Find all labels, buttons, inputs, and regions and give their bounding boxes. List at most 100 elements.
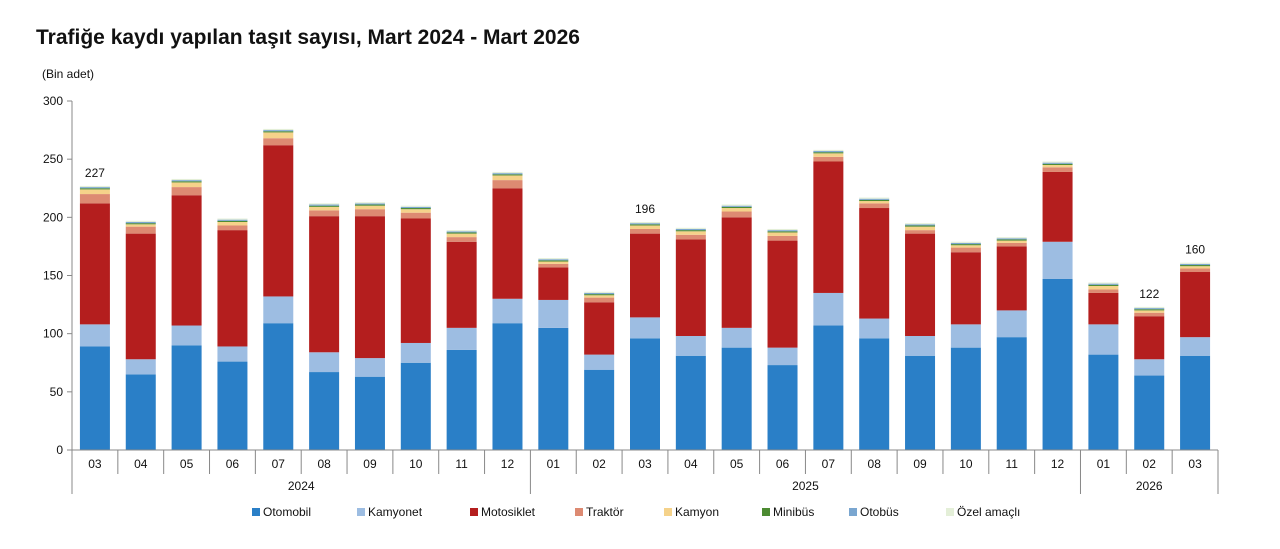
x-tick-label: 12 [1051,457,1065,471]
bar-segment-kamyonet [217,346,248,362]
legend-label: Otomobil [263,505,311,519]
bar-segment--zel-ama-l- [354,202,385,204]
bar-segment-otob-s [538,259,569,261]
bar-segment-kamyonet [859,318,890,339]
bar-segment--zel-ama-l- [446,230,477,232]
bar-segment-motosiklet [1088,292,1119,325]
bar-segment-minib-s [859,199,890,202]
legend-label: Traktör [586,505,624,519]
bar-segment-motosiklet [171,195,202,326]
bar-segment--zel-ama-l- [1134,306,1165,309]
bar-segment-kamyonet [675,335,706,356]
bar-segment-kamyon [400,209,431,213]
bar-segment-kamyonet [1180,337,1211,356]
chart-title: Trafiğe kaydı yapılan taşıt sayısı, Mart… [36,26,580,49]
bar-segment-otob-s [1088,283,1119,285]
bar-segment-kamyonet [584,354,615,370]
bar-segment-minib-s [492,174,523,176]
bar-segment-otomobil [1042,278,1073,450]
bar-segment-kamyonet [538,299,569,328]
year-label: 2025 [792,479,819,493]
bar-segment-minib-s [171,181,202,183]
x-tick-label: 02 [1143,457,1157,471]
bar-segment-kamyonet [813,292,844,326]
bar-segment-minib-s [1180,265,1211,267]
legend-label: Kamyonet [368,505,423,519]
bar-segment-minib-s [905,225,936,227]
y-tick-label: 150 [43,269,63,283]
bar-segment--zel-ama-l- [813,149,844,152]
bar-segment-motosiklet [813,161,844,293]
bar-segment-minib-s [950,244,981,246]
bar-segment-otob-s [492,173,523,175]
bar-segment-kamyon [217,221,248,226]
x-tick-label: 04 [134,457,148,471]
bar-segment--zel-ama-l- [263,128,294,131]
bar-segment-minib-s [996,239,1027,241]
bar-segment-minib-s [354,204,385,206]
bar-segment-otomobil [859,338,890,450]
bar-segment-otomobil [263,323,294,450]
bar-segment-trakt-r [1134,312,1165,317]
bar-segment-minib-s [263,131,294,133]
bar-segment-trakt-r [446,237,477,242]
bar-segment-minib-s [125,223,156,225]
bar-segment-minib-s [538,260,569,262]
bar-segment-motosiklet [721,217,752,328]
x-tick-label: 10 [409,457,423,471]
bar-segment-motosiklet [79,203,110,325]
legend-label: Özel amaçlı [957,505,1020,519]
bar-segment-kamyon [171,182,202,188]
bar-segment-kamyonet [1134,359,1165,376]
bar-segment-motosiklet [263,145,294,297]
y-tick-label: 300 [43,94,63,108]
bar-segment-motosiklet [125,233,156,360]
bar-segment--zel-ama-l- [905,223,936,225]
bar-segment-otomobil [125,374,156,450]
bar-segment-kamyonet [950,324,981,348]
bar-segment-otob-s [767,230,798,232]
legend-swatch [762,508,770,516]
bar-segment-minib-s [721,206,752,209]
bar-segment-otob-s [1180,263,1211,266]
x-tick-label: 03 [88,457,102,471]
bar-segment-otomobil [354,376,385,450]
bar-segment-otomobil [446,349,477,450]
bar-segment-trakt-r [767,235,798,241]
bar-segment-motosiklet [996,246,1027,311]
bar-segment-trakt-r [584,297,615,303]
bar-segment-otomobil [996,337,1027,450]
bar-segment--zel-ama-l- [1180,262,1211,264]
x-tick-label: 01 [547,457,561,471]
bar-segment-otob-s [171,180,202,182]
y-tick-label: 250 [43,152,63,166]
bar-segment-kamyon [675,231,706,235]
bar-segment-minib-s [767,231,798,233]
bar-segment-motosiklet [1180,272,1211,338]
bar-segment-motosiklet [859,208,890,319]
bar-segment-trakt-r [950,247,981,253]
bar-segment-kamyon [492,175,523,181]
data-label: 227 [85,166,105,180]
bar-segment-kamyonet [446,327,477,350]
bar-segment-motosiklet [217,230,248,347]
bar-segment--zel-ama-l- [630,221,660,224]
bar-segment-otomobil [813,325,844,450]
bar-segment-trakt-r [675,234,706,240]
bar-segment-otomobil [1134,375,1165,450]
bar-segment-otob-s [675,228,706,231]
bar-segment-kamyon [813,153,844,157]
bar-segment-minib-s [584,294,615,296]
x-tick-label: 08 [317,457,331,471]
bar-segment-otomobil [171,345,202,450]
legend-swatch [946,508,954,516]
bar-segment-otomobil [217,361,248,450]
x-tick-label: 09 [363,457,377,471]
bar-segment-otob-s [400,206,431,209]
bar-segment-kamyonet [79,324,110,347]
bar-segment-trakt-r [354,209,385,217]
legend-swatch [252,508,260,516]
bar-segment--zel-ama-l- [1088,282,1119,284]
bar-segment-kamyonet [1042,241,1073,279]
